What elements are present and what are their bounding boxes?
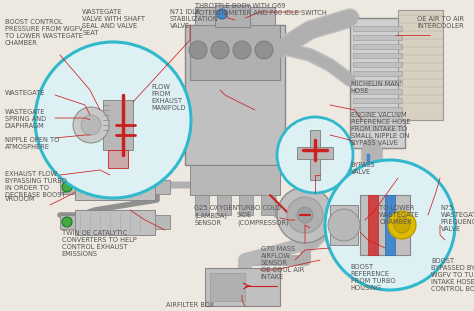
Bar <box>353 80 402 85</box>
Text: BOOST
BYPASSED BY
WGFV TO TURBO
INTAKE HOSE TO
CONTROL BOOST: BOOST BYPASSED BY WGFV TO TURBO INTAKE H… <box>431 258 474 292</box>
Text: AIRFILTER BOX: AIRFILTER BOX <box>165 302 214 308</box>
Circle shape <box>277 187 333 243</box>
Bar <box>385 195 395 255</box>
Bar <box>353 53 402 58</box>
Bar <box>60 180 75 194</box>
Bar <box>60 215 75 229</box>
Text: EXHAUST FLOW
BYPASSING TURBO
IN ORDER TO
DECREASE BOOST: EXHAUST FLOW BYPASSING TURBO IN ORDER TO… <box>5 171 67 198</box>
Bar <box>195 7 275 25</box>
Circle shape <box>189 41 207 59</box>
Bar <box>398 10 443 120</box>
Text: OE AIR TO AIR
INTERCOOLER: OE AIR TO AIR INTERCOOLER <box>417 16 464 29</box>
Text: OE COOL AIR
INTAKE: OE COOL AIR INTAKE <box>261 267 304 281</box>
Bar <box>353 89 402 94</box>
Bar <box>210 273 245 301</box>
Bar <box>360 195 410 255</box>
Bar <box>353 116 402 121</box>
Circle shape <box>211 41 229 59</box>
Bar <box>353 107 402 112</box>
Bar <box>167 90 185 102</box>
Circle shape <box>394 217 410 233</box>
Bar <box>297 147 333 159</box>
Text: BYPASS
VALVE: BYPASS VALVE <box>351 162 375 175</box>
Bar <box>350 18 405 148</box>
Bar <box>167 124 185 136</box>
Bar <box>75 210 155 235</box>
Circle shape <box>62 217 72 227</box>
Bar <box>185 25 285 165</box>
Text: MICHELIN MAN'
HOSE: MICHELIN MAN' HOSE <box>351 81 401 94</box>
Bar <box>167 107 185 119</box>
Bar <box>167 141 185 153</box>
Bar <box>217 195 231 215</box>
Bar <box>190 165 280 195</box>
Text: BOOST
REFERENCE
FROM TURBO
HOUSING: BOOST REFERENCE FROM TURBO HOUSING <box>351 264 395 291</box>
Bar <box>333 207 373 223</box>
Bar <box>155 215 170 229</box>
Bar <box>190 25 280 80</box>
Bar <box>353 98 402 103</box>
Bar <box>353 35 402 40</box>
Text: THROTTLE BODY WITH G69
POTENTIOMETER AND F60 IDLE SWITCH: THROTTLE BODY WITH G69 POTENTIOMETER AND… <box>195 3 327 16</box>
Bar <box>330 205 358 245</box>
Bar <box>353 125 402 130</box>
Bar <box>103 100 133 150</box>
Circle shape <box>217 9 227 19</box>
Bar <box>310 130 320 180</box>
Circle shape <box>388 211 416 239</box>
Bar <box>368 195 378 255</box>
Text: FLOW
FROM
EXHAUST
MANIFOLD: FLOW FROM EXHAUST MANIFOLD <box>152 84 186 111</box>
Text: WASTEGATE
VALVE WITH SHAFT
SEAL AND VALVE
SEAT: WASTEGATE VALVE WITH SHAFT SEAL AND VALV… <box>82 9 145 36</box>
Bar <box>353 44 402 49</box>
Bar <box>195 195 209 215</box>
Text: ENGINE VACUUM
REFERENCE HOSE
FROM INTAKE TO
SMALL NIPPLE ON
BYPASS VALVE: ENGINE VACUUM REFERENCE HOSE FROM INTAKE… <box>351 112 410 146</box>
Text: BOOST CONTROL
PRESSURE FROM WGFV
TO LOWER WASTEGATE
CHAMBER: BOOST CONTROL PRESSURE FROM WGFV TO LOWE… <box>5 19 83 46</box>
Bar <box>353 71 402 76</box>
Bar <box>261 195 275 215</box>
Bar <box>157 90 167 170</box>
Text: N71 IDLE
STABILIZATION
VALVE: N71 IDLE STABILIZATION VALVE <box>170 9 219 29</box>
Circle shape <box>233 41 251 59</box>
Text: TURBO COLD
SIDE
(COMPRESSOR): TURBO COLD SIDE (COMPRESSOR) <box>237 205 289 226</box>
Text: NIPPLE OPEN TO
ATMOSPHERE: NIPPLE OPEN TO ATMOSPHERE <box>5 137 59 150</box>
Bar <box>239 195 253 215</box>
Text: G70 MASS
AIRFLOW
SENSOR: G70 MASS AIRFLOW SENSOR <box>261 246 295 266</box>
Text: G25 OXYGEN
(LAMBDA)
SENSOR: G25 OXYGEN (LAMBDA) SENSOR <box>194 205 238 226</box>
Text: VROOOM: VROOOM <box>5 196 35 202</box>
Circle shape <box>297 207 313 223</box>
Text: TO LOWER
WASTEGATE
CHAMBER: TO LOWER WASTEGATE CHAMBER <box>379 205 419 225</box>
Circle shape <box>35 42 191 198</box>
Circle shape <box>328 209 360 241</box>
Text: TWIN OE CATALYTIC
CONVERTERS TO HELP
CONTROL EXHAUST
EMISSIONS: TWIN OE CATALYTIC CONVERTERS TO HELP CON… <box>62 230 137 257</box>
Text: WASTEGATE
SPRING AND
DIAPHRAGM: WASTEGATE SPRING AND DIAPHRAGM <box>5 109 46 129</box>
Circle shape <box>255 41 273 59</box>
Circle shape <box>73 107 109 143</box>
Bar <box>75 175 155 200</box>
Circle shape <box>325 160 455 290</box>
Circle shape <box>62 182 72 192</box>
Bar <box>353 62 402 67</box>
Bar <box>215 5 250 27</box>
Circle shape <box>81 115 101 135</box>
Text: WASTEGATE: WASTEGATE <box>5 90 45 96</box>
Bar <box>108 150 128 168</box>
Bar <box>155 180 170 194</box>
Bar <box>205 268 280 306</box>
Text: N75
WASTEGATE
FREQUENCY
VALVE: N75 WASTEGATE FREQUENCY VALVE <box>441 205 474 232</box>
Circle shape <box>287 197 323 233</box>
Bar <box>353 26 402 31</box>
Circle shape <box>277 117 353 193</box>
